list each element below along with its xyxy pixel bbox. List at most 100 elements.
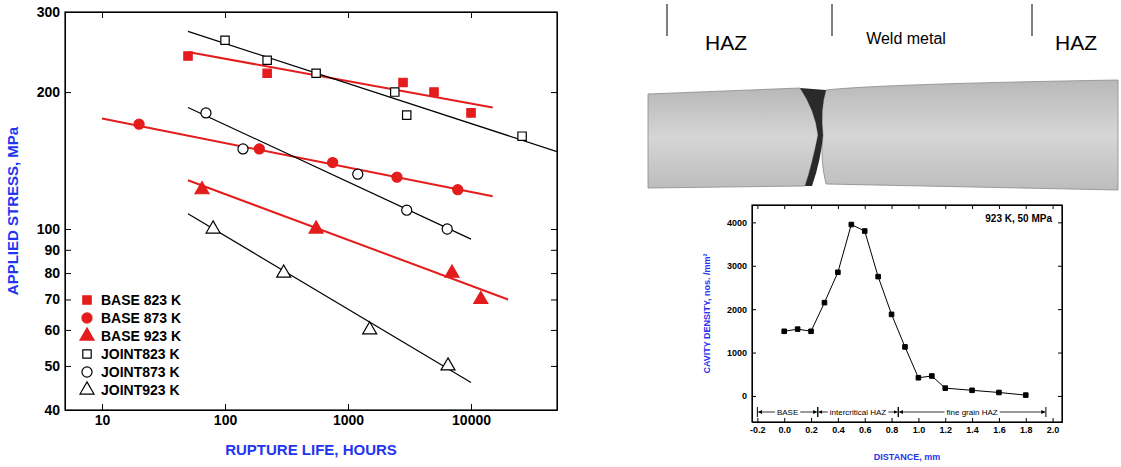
- tick: [102, 12, 103, 18]
- fit-line: [188, 107, 471, 239]
- region-arrow: [819, 412, 828, 413]
- tick-mark: [752, 266, 756, 267]
- label-patch: [829, 408, 888, 417]
- tick-label: 0.4: [832, 425, 845, 435]
- marker: [195, 182, 209, 194]
- tick: 100: [214, 404, 238, 428]
- marker: [903, 345, 908, 350]
- fit-line: [102, 118, 493, 196]
- tick: [757, 205, 758, 209]
- tick-label: 10: [95, 412, 111, 428]
- tick: [1058, 353, 1062, 354]
- x-axis: 10 100 1000 10000: [66, 404, 558, 428]
- tick-label: 80: [44, 265, 60, 281]
- marker: [363, 322, 377, 334]
- tick-mark: [551, 12, 557, 13]
- tick-mark: [972, 418, 973, 422]
- marker: [403, 111, 411, 119]
- tick-mark: [65, 299, 71, 300]
- tick-label: 1.2: [939, 425, 952, 435]
- tick: [348, 12, 349, 18]
- label-patch: [946, 408, 999, 417]
- marker: [943, 386, 948, 391]
- cavity-chart: -0.20.00.20.40.60.81.01.21.41.61.82.0010…: [702, 205, 1063, 462]
- tick: [999, 205, 1000, 209]
- legend-marker: [80, 382, 94, 394]
- tick-mark: [1026, 205, 1027, 209]
- tick-mark: [757, 205, 758, 209]
- region-bound: [817, 407, 818, 417]
- marker: [238, 144, 248, 154]
- tick: [551, 229, 557, 230]
- tick-mark: [784, 205, 785, 209]
- tick: 10: [95, 404, 111, 428]
- region-bound: [757, 407, 758, 417]
- tick-mark: [551, 366, 557, 367]
- region-label: fine grain HAZ: [947, 408, 998, 417]
- tick-mark: [1053, 418, 1054, 422]
- zone-label: HAZ: [1055, 31, 1097, 54]
- tick-label: 70: [44, 291, 60, 307]
- marker: [221, 36, 229, 44]
- marker: [445, 265, 459, 277]
- zone-separator: [667, 4, 668, 36]
- marker: [277, 265, 291, 277]
- marker: [391, 88, 399, 96]
- tick: 1.4: [966, 418, 979, 435]
- tick: 1.2: [939, 418, 952, 435]
- tick-mark: [471, 12, 472, 18]
- tick-label: 1.4: [966, 425, 979, 435]
- tick-mark: [838, 418, 839, 422]
- tick: 1000: [333, 404, 364, 428]
- axis-line: [66, 410, 558, 411]
- tick: 0.4: [832, 418, 845, 435]
- tick: 50: [44, 358, 71, 374]
- tick-label: 60: [44, 322, 60, 338]
- region-arrow: [899, 412, 944, 413]
- legend-marker: [83, 350, 91, 358]
- tick-mark: [752, 309, 756, 310]
- tick: 80: [44, 265, 71, 281]
- legend-marker: [82, 313, 92, 323]
- tick: 2000: [727, 305, 756, 315]
- marker: [184, 52, 192, 60]
- tick-mark: [811, 205, 812, 209]
- tick-label: 0.0: [778, 425, 791, 435]
- tick-label: 0: [742, 391, 747, 401]
- marker: [399, 78, 407, 86]
- marker: [442, 224, 452, 234]
- fit-line: [188, 214, 471, 383]
- marker: [312, 69, 320, 77]
- tick-label: 2000: [727, 305, 747, 315]
- tick-mark: [757, 418, 758, 422]
- zone-label: Weld metal: [866, 30, 946, 47]
- tick: [1058, 266, 1062, 267]
- axis-line: [557, 13, 558, 411]
- tick: [225, 12, 226, 18]
- tick: 70: [44, 291, 71, 307]
- plot-frame: [65, 12, 557, 410]
- tick: 0.6: [859, 418, 872, 435]
- tick-label: 10000: [452, 412, 491, 428]
- tick-mark: [65, 330, 71, 331]
- region-arrow: [758, 412, 775, 413]
- tick-mark: [551, 299, 557, 300]
- tick-label: 4000: [727, 218, 747, 228]
- x-axis-title: DISTANCE, mm: [874, 452, 940, 462]
- tick: [838, 205, 839, 209]
- region-bound: [898, 407, 899, 417]
- macrograph: HAZWeld metalHAZ: [648, 4, 1118, 190]
- tick-mark: [551, 410, 557, 411]
- marker: [876, 274, 881, 279]
- tick: [784, 205, 785, 209]
- tick-mark: [999, 205, 1000, 209]
- marker: [916, 375, 921, 380]
- legend: BASE 823 KBASE 873 KBASE 923 KJOINT823 K…: [80, 292, 181, 398]
- tick-mark: [1058, 266, 1062, 267]
- legend-label: BASE 823 K: [101, 292, 181, 308]
- tick: 100: [37, 221, 71, 237]
- tick: [551, 410, 557, 411]
- tick-label: 200: [37, 84, 61, 100]
- tick: [1026, 205, 1027, 209]
- marker: [134, 119, 144, 129]
